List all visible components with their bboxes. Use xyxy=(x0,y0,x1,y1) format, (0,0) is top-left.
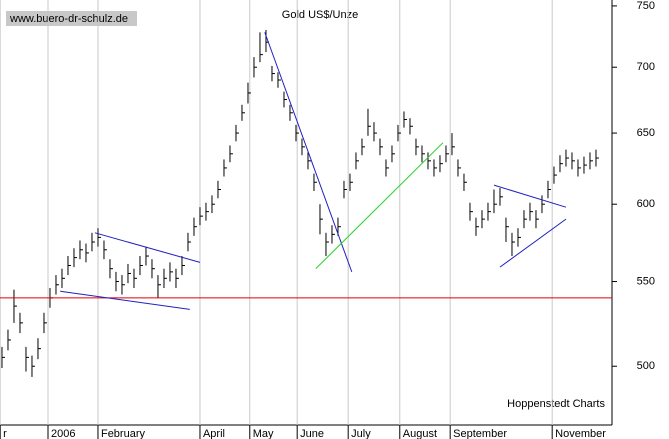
x-tick-label: February xyxy=(101,428,146,439)
trend-line xyxy=(94,232,201,263)
source-box xyxy=(6,11,137,26)
credit: Hoppenstedt Charts xyxy=(507,398,605,410)
x-tick-label: June xyxy=(300,428,324,439)
x-tick-label: 2006 xyxy=(51,428,75,439)
source: www.buero-dr-schulz.de xyxy=(9,13,128,25)
trend-line xyxy=(493,184,567,208)
x-tick-label: April xyxy=(203,428,225,439)
y-tick-label: 500 xyxy=(637,360,655,372)
y-tick-label: 650 xyxy=(637,127,655,139)
x-tick-label: July xyxy=(351,428,371,439)
trend-line xyxy=(499,218,567,268)
x-tick-label: May xyxy=(253,428,274,439)
trend-line xyxy=(315,142,444,270)
x-tick-label: r xyxy=(3,428,7,439)
x-tick-label: November xyxy=(555,428,606,439)
y-tick-label: 700 xyxy=(637,61,655,73)
x-tick-label: September xyxy=(453,428,507,439)
y-tick-label: 600 xyxy=(637,198,655,210)
x-tick-label: August xyxy=(403,428,437,439)
trend-line xyxy=(60,290,190,310)
trend-line xyxy=(264,32,353,273)
y-tick-label: 550 xyxy=(637,275,655,287)
y-tick-label: 750 xyxy=(637,0,655,12)
chart-title: Gold US$/Unze xyxy=(282,9,358,21)
